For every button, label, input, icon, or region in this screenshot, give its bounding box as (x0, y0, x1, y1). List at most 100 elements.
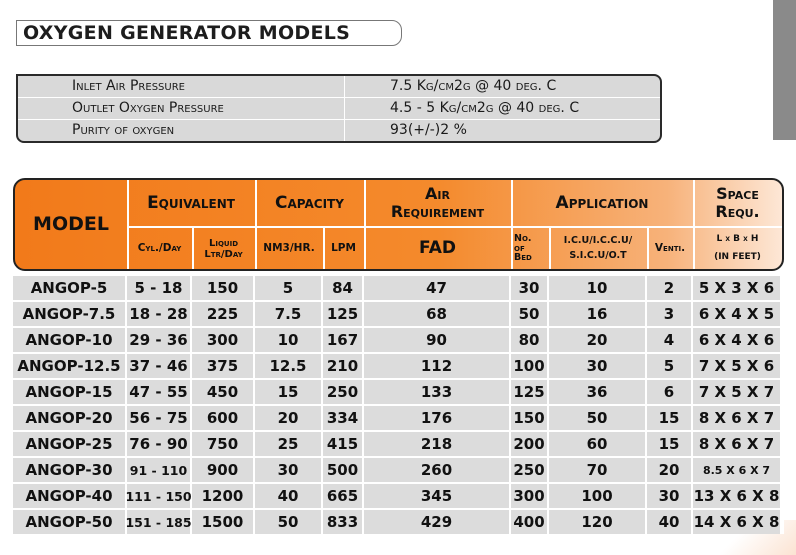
header-space-line1: Space (716, 184, 759, 204)
cell-model: ANGOP-10 (13, 328, 125, 352)
cell-liquid: 225 (192, 302, 253, 326)
header-liquid: Liquid Ltr/Day (192, 228, 255, 269)
header-space-line2: Requ. (715, 202, 760, 221)
cell-fad: 218 (364, 432, 509, 456)
cell-lpm: 334 (323, 406, 362, 430)
cell-venti: 30 (647, 484, 691, 508)
cell-icu: 60 (549, 432, 645, 456)
cell-fad: 176 (364, 406, 509, 430)
cell-nm3: 12.5 (255, 354, 321, 378)
cell-nm3: 5 (255, 276, 321, 300)
cell-beds: 150 (511, 406, 547, 430)
cell-lpm: 665 (323, 484, 362, 508)
header-model: MODEL (33, 213, 109, 236)
cell-nm3: 20 (255, 406, 321, 430)
header-icu-line1: I.C.U/I.C.C.U/ (563, 235, 633, 247)
cell-model: ANGOP-30 (13, 458, 125, 482)
cell-model: ANGOP-20 (13, 406, 125, 430)
cell-model: ANGOP-15 (13, 380, 125, 404)
cell-cyl-day: 47 - 55 (127, 380, 190, 404)
cell-venti: 3 (647, 302, 691, 326)
cell-nm3: 15 (255, 380, 321, 404)
cell-beds: 300 (511, 484, 547, 508)
header-divider (549, 227, 551, 269)
cell-liquid: 750 (192, 432, 253, 456)
spec-row: Outlet Oxygen Pressure 4.5 - 5 Kg/cm2g @… (18, 98, 660, 119)
cell-venti: 4 (647, 328, 691, 352)
title-box: OXYGEN GENERATOR MODELS (16, 20, 402, 46)
cell-space: 14 X 6 X 8 (693, 510, 780, 534)
header-divider (127, 180, 129, 269)
cell-space: 6 X 4 X 6 (693, 328, 780, 352)
cell-cyl-day: 151 - 185 (125, 510, 192, 534)
cell-icu: 50 (549, 406, 645, 430)
cell-beds: 200 (511, 432, 547, 456)
cell-lpm: 167 (323, 328, 362, 352)
header-no-of-bed: No. of Bed (511, 228, 549, 269)
cell-fad: 133 (364, 380, 509, 404)
spec-label: Inlet Air Pressure (72, 78, 185, 94)
specs-table: Inlet Air Pressure 7.5 Kg/cm2g @ 40 deg.… (16, 74, 662, 143)
cell-icu: 20 (549, 328, 645, 352)
header-dimensions: L x B x H (IN FEET) (693, 228, 782, 269)
cell-cyl-day: 5 - 18 (127, 276, 190, 300)
header-divider (255, 180, 257, 269)
spec-row: Inlet Air Pressure 7.5 Kg/cm2g @ 40 deg.… (18, 76, 660, 97)
header-icu-line2: S.I.C.U/O.T (569, 249, 627, 261)
header-equivalent: Equivalent (147, 192, 235, 213)
cell-model: ANGOP-5 (13, 276, 125, 300)
cell-fad: 68 (364, 302, 509, 326)
header-lpm: LPM (331, 241, 356, 254)
header-air-requirement: Air Requirement (364, 180, 511, 226)
cell-nm3: 50 (255, 510, 321, 534)
header-nm3: NM3/HR. (263, 241, 315, 254)
cell-liquid: 150 (192, 276, 253, 300)
cell-cyl-day: 111 - 150 (125, 484, 192, 508)
cell-model: ANGOP-12.5 (13, 354, 125, 378)
cell-space: 8.5 X 6 X 7 (693, 458, 780, 482)
table-row: ANGOP-50 151 - 185 1500 50 833 429 400 120 40 14 … (13, 510, 784, 534)
scroll-side-bar (773, 0, 796, 140)
cell-beds: 50 (511, 302, 547, 326)
header-venti: Venti. (654, 241, 686, 254)
header-bed-line2: of (514, 242, 525, 254)
cell-fad: 90 (364, 328, 509, 352)
cell-beds: 30 (511, 276, 547, 300)
cell-venti: 20 (647, 458, 691, 482)
spec-row: Purity of oxygen 93(+/-)2 % (18, 120, 660, 141)
cell-lpm: 415 (323, 432, 362, 456)
cell-venti: 5 (647, 354, 691, 378)
cell-icu: 30 (549, 354, 645, 378)
header-fad: FAD (419, 238, 456, 259)
cell-icu: 120 (549, 510, 645, 534)
cell-liquid: 450 (192, 380, 253, 404)
cell-fad: 47 (364, 276, 509, 300)
cell-icu: 36 (549, 380, 645, 404)
spec-value: 4.5 - 5 Kg/cm2g @ 40 deg. C (390, 100, 580, 116)
cell-cyl-day: 76 - 90 (127, 432, 190, 456)
table-row: ANGOP-20 56 - 75 600 20 334 176 150 50 15 8 X 6 X… (13, 406, 784, 430)
table-row: ANGOP-25 76 - 90 750 25 415 218 200 60 15 8 X 6 X… (13, 432, 784, 456)
cell-cyl-day: 56 - 75 (127, 406, 190, 430)
table-row: ANGOP-30 91 - 110 900 30 500 260 250 70 20 8.5 X … (13, 458, 784, 482)
header-divider (647, 227, 649, 269)
cell-venti: 40 (647, 510, 691, 534)
cell-space: 8 X 6 X 7 (693, 406, 780, 430)
header-divider (127, 226, 782, 228)
header-divider (511, 180, 513, 269)
spec-value: 7.5 Kg/cm2g @ 40 deg. C (390, 78, 557, 94)
header-capacity: Capacity (275, 192, 344, 213)
cell-lpm: 500 (323, 458, 362, 482)
table-row: ANGOP-40 111 - 150 1200 40 665 345 300 100 30 13 … (13, 484, 784, 508)
header-application: Application (555, 192, 649, 213)
cell-lpm: 125 (323, 302, 362, 326)
cell-nm3: 10 (255, 328, 321, 352)
cell-beds: 100 (511, 354, 547, 378)
models-table-header: MODEL Equivalent Capacity Air Requiremen… (13, 178, 784, 271)
spec-label: Outlet Oxygen Pressure (72, 100, 224, 116)
cell-venti: 2 (647, 276, 691, 300)
cell-fad: 345 (364, 484, 509, 508)
cell-cyl-day: 37 - 46 (127, 354, 190, 378)
cell-nm3: 30 (255, 458, 321, 482)
cell-lpm: 250 (323, 380, 362, 404)
